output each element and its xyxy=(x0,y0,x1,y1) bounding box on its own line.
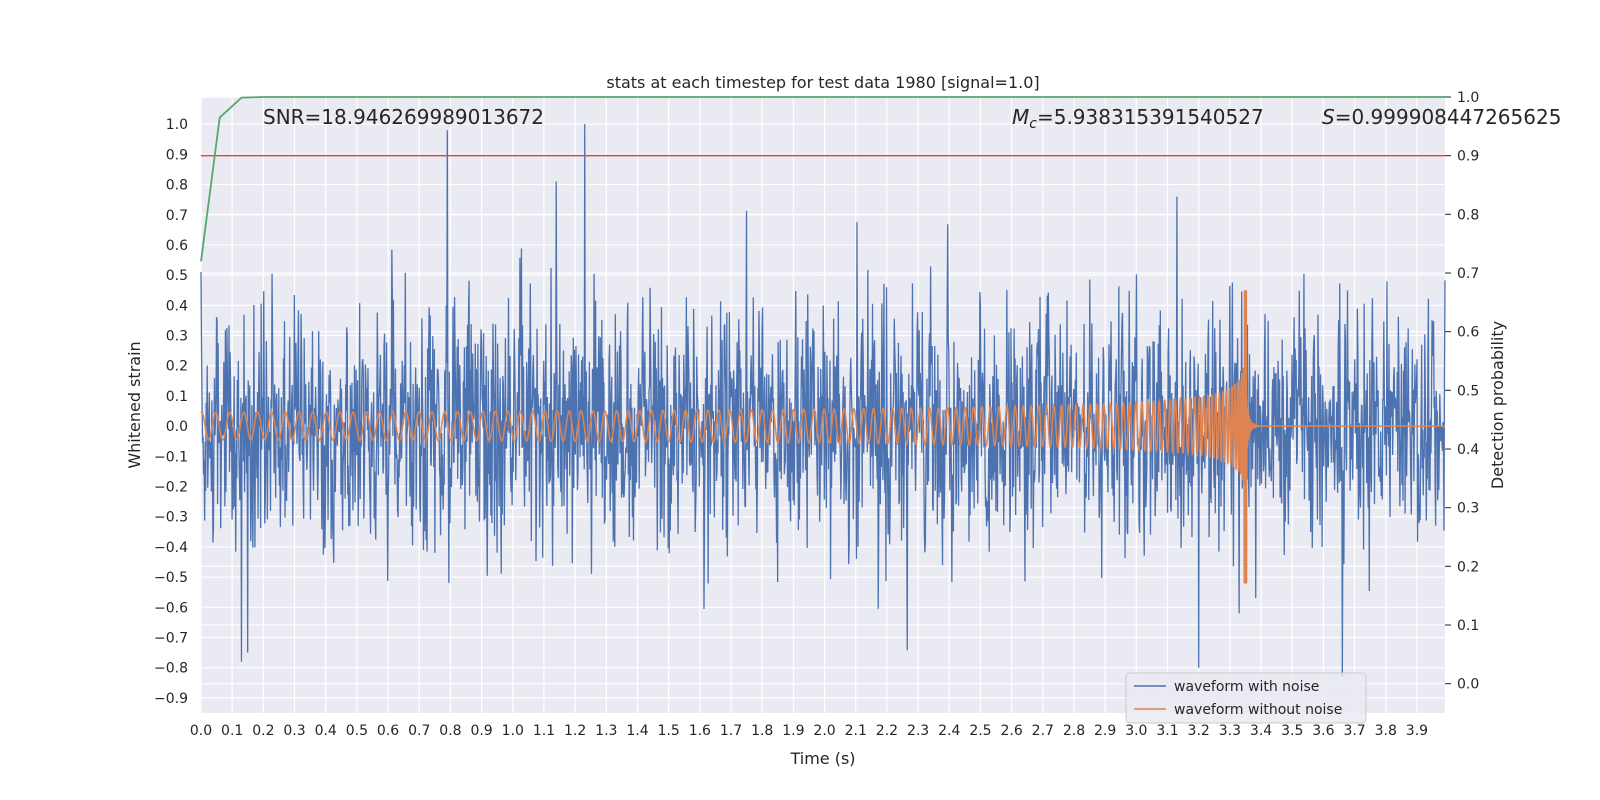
x-tick-label: 2.1 xyxy=(845,723,867,739)
y-right-tick-label: 0.7 xyxy=(1457,266,1479,282)
s-value: =0.999908447265625 xyxy=(1335,105,1562,129)
x-tick-label: 1.8 xyxy=(751,723,773,739)
x-axis-label: Time (s) xyxy=(789,749,855,768)
x-tick-label: 3.5 xyxy=(1281,723,1303,739)
x-tick-label: 2.9 xyxy=(1094,723,1116,739)
x-tick-label: 1.6 xyxy=(689,723,711,739)
mc-annotation: Mc=5.938315391540527 xyxy=(1012,105,1264,132)
mc-value: =5.938315391540527 xyxy=(1037,105,1264,129)
x-tick-label: 3.0 xyxy=(1125,723,1147,739)
x-tick-label: 3.7 xyxy=(1343,723,1365,739)
x-tick-label: 0.8 xyxy=(439,723,461,739)
x-tick-label: 0.3 xyxy=(283,723,305,739)
x-tick-label: 2.8 xyxy=(1063,723,1085,739)
chart-title: stats at each timestep for test data 198… xyxy=(606,73,1039,92)
x-tick-label: 2.5 xyxy=(969,723,991,739)
y-left-tick-label: 0.7 xyxy=(166,208,188,224)
y-left-tick-label: 0.8 xyxy=(166,178,188,194)
y-left-tick-label: 0.9 xyxy=(166,147,188,163)
y-left-tick-label: −0.2 xyxy=(154,480,188,496)
y-axis-left-ticks: 1.0 0.9 0.8 0.7 0.6 0.5 0.4 0.3 0.2 0.1 0.0 −0.1 −0.… xyxy=(154,117,188,707)
snr-annotation: SNR=18.946269989013672 xyxy=(263,105,544,129)
y-left-tick-label: 0.5 xyxy=(166,268,188,284)
x-tick-label: 3.2 xyxy=(1188,723,1210,739)
y-left-tick-label: 0.2 xyxy=(166,359,188,375)
y-left-tick-label: 0.1 xyxy=(166,389,188,405)
y-left-tick-label: −0.9 xyxy=(154,691,188,707)
x-tick-label: 3.6 xyxy=(1312,723,1334,739)
legend-box xyxy=(1125,672,1367,724)
x-tick-label: 0.7 xyxy=(408,723,430,739)
y-right-tick-label: 0.5 xyxy=(1457,383,1479,399)
y-left-tick-label: 1.0 xyxy=(166,117,188,133)
line-waveform-without-noise xyxy=(200,290,1445,584)
x-tick-label: 1.1 xyxy=(533,723,555,739)
x-tick-label: 1.2 xyxy=(564,723,586,739)
y-left-tick-label: −0.4 xyxy=(154,540,188,556)
x-tick-label: 3.4 xyxy=(1250,723,1272,739)
series-waveform-without-noise xyxy=(200,290,1445,584)
y-right-tick-label: 0.3 xyxy=(1457,501,1479,517)
y-left-tick-label: −0.7 xyxy=(154,631,188,647)
y-right-tick-label: 0.1 xyxy=(1457,618,1479,634)
x-tick-label: 2.3 xyxy=(907,723,929,739)
x-tick-label: 1.9 xyxy=(782,723,804,739)
legend: waveform with noise waveform without noi… xyxy=(1125,672,1367,724)
mc-symbol: M xyxy=(1012,105,1029,129)
y-axis-right-label: Detection probability xyxy=(1488,321,1507,489)
legend-label-clean: waveform without noise xyxy=(1174,702,1342,718)
x-tick-label: 0.0 xyxy=(190,723,212,739)
x-tick-label: 2.0 xyxy=(813,723,835,739)
y-left-tick-label: −0.5 xyxy=(154,570,188,586)
x-tick-label: 3.9 xyxy=(1406,723,1428,739)
legend-label-noise: waveform with noise xyxy=(1174,679,1319,695)
x-tick-label: 3.1 xyxy=(1156,723,1178,739)
x-tick-label: 0.1 xyxy=(221,723,243,739)
x-tick-label: 2.4 xyxy=(938,723,960,739)
x-tick-label: 1.0 xyxy=(502,723,524,739)
y-left-tick-label: 0.4 xyxy=(166,298,188,314)
y-left-tick-label: 0.0 xyxy=(166,419,188,435)
y-right-tick-label: 0.4 xyxy=(1457,442,1479,458)
x-tick-label: 0.9 xyxy=(470,723,492,739)
series-detection-probability xyxy=(200,96,1445,262)
y-axis-right-ticks: 1.0 0.9 0.8 0.7 0.6 0.5 0.4 0.3 0.2 0.1 0.0 xyxy=(1445,90,1479,693)
y-right-tick-label: 0.9 xyxy=(1457,149,1479,165)
x-tick-label: 1.4 xyxy=(626,723,648,739)
x-tick-label: 0.6 xyxy=(377,723,399,739)
x-tick-label: 3.3 xyxy=(1219,723,1241,739)
x-tick-label: 1.5 xyxy=(658,723,680,739)
y-left-tick-label: 0.6 xyxy=(166,238,188,254)
x-tick-label: 2.2 xyxy=(876,723,898,739)
mc-subscript: c xyxy=(1029,116,1037,132)
y-right-tick-label: 0.8 xyxy=(1457,207,1479,223)
y-axis-left-label: Whitened strain xyxy=(125,341,144,468)
s-annotation: S=0.999908447265625 xyxy=(1322,105,1561,129)
x-tick-label: 1.3 xyxy=(595,723,617,739)
y-left-tick-label: 0.3 xyxy=(166,329,188,345)
y-right-tick-label: 1.0 xyxy=(1457,90,1479,106)
x-axis-ticks: 0.0 0.1 0.2 0.3 0.4 0.5 0.6 0.7 0.8 0.9 1.0 1.1 1.2 1… xyxy=(190,723,1428,739)
y-left-tick-label: −0.3 xyxy=(154,510,188,526)
y-left-tick-label: −0.8 xyxy=(154,661,188,677)
x-tick-label: 3.8 xyxy=(1375,723,1397,739)
x-tick-label: 1.7 xyxy=(720,723,742,739)
y-right-tick-label: 0.6 xyxy=(1457,325,1479,341)
s-symbol: S xyxy=(1322,105,1335,129)
y-right-tick-label: 0.2 xyxy=(1457,559,1479,575)
x-tick-label: 0.5 xyxy=(346,723,368,739)
line-detection-probability xyxy=(200,96,1445,262)
y-left-tick-label: −0.6 xyxy=(154,600,188,616)
x-tick-label: 0.2 xyxy=(252,723,274,739)
x-tick-label: 2.7 xyxy=(1032,723,1054,739)
x-tick-label: 0.4 xyxy=(315,723,337,739)
y-right-tick-label: 0.0 xyxy=(1457,677,1479,693)
x-tick-label: 2.6 xyxy=(1000,723,1022,739)
y-left-tick-label: −0.1 xyxy=(154,449,188,465)
